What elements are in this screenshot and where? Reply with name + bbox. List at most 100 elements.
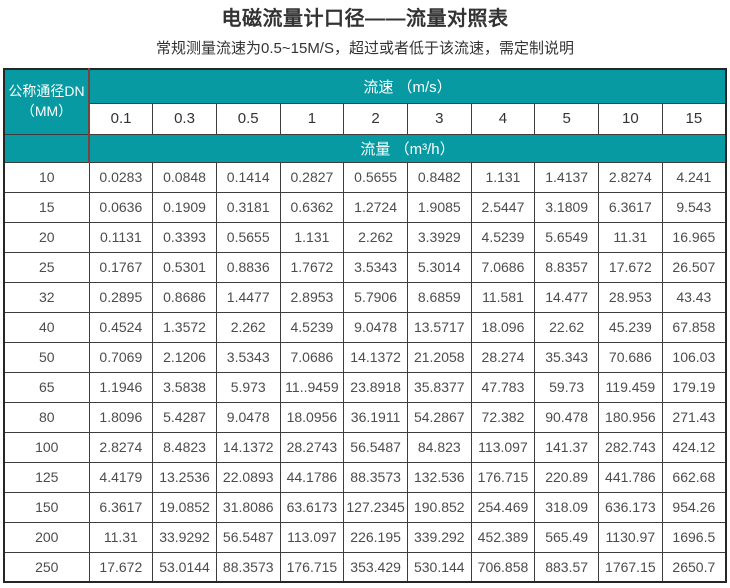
flow-value-cell: 8.4823 (152, 431, 217, 463)
flow-value-cell: 0.2895 (88, 281, 154, 313)
flow-value-cell: 22.62 (534, 311, 599, 343)
flow-value-cell: 1.3572 (152, 311, 217, 343)
flow-value-cell: 0.7069 (88, 341, 154, 373)
dn-cell: 80 (3, 401, 90, 433)
table-row: 65 1.1946 3.5838 5.973 11..9459 23.8918 35.837… (3, 371, 727, 403)
flow-value-cell: 5.6549 (534, 221, 599, 253)
flow-value-cell: 1.4137 (534, 161, 599, 193)
dn-cell: 50 (3, 341, 90, 373)
corner-header-cell: 公称通径DN （MM） (3, 68, 90, 135)
flow-value-cell: 88.3573 (343, 461, 408, 493)
table-row: 150 6.3617 19.0852 31.8086 63.6173 127.2345 19… (3, 491, 727, 523)
flow-value-cell: 0.8686 (152, 281, 217, 313)
flow-value-cell: 23.8918 (343, 371, 408, 403)
header-row-speed-values: 0.1 0.3 0.5 1 2 3 4 5 10 15 (4, 102, 727, 135)
page-subtitle: 常规测量流速为0.5~15M/S，超过或者低于该流速，需定制说明 (156, 40, 574, 57)
flow-value-cell: 0.1131 (88, 221, 154, 253)
flow-value-cell: 7.0686 (279, 341, 345, 373)
flow-value-cell: 282.743 (598, 431, 663, 463)
flow-value-cell: 176.715 (279, 551, 345, 583)
flow-value-cell: 3.5343 (215, 341, 281, 373)
flow-value-cell: 2.262 (343, 221, 408, 253)
flow-value-cell: 220.89 (534, 461, 599, 493)
table-row: 20 0.1131 0.3393 0.5655 1.131 2.262 3.3929 4.52… (3, 221, 727, 253)
flow-value-cell: 0.5655 (343, 161, 408, 193)
flow-value-cell: 4.241 (661, 161, 727, 193)
flow-value-cell: 0.8482 (406, 161, 472, 193)
flow-value-cell: 28.2743 (279, 431, 345, 463)
flow-value-cell: 1.9085 (406, 191, 472, 223)
flow-value-cell: 4.5239 (279, 311, 345, 343)
flow-value-cell: 59.73 (534, 371, 599, 403)
speed-value-cell: 4 (470, 102, 536, 135)
flow-value-cell: 21.2058 (406, 341, 472, 373)
flow-value-cell: 0.1909 (152, 191, 217, 223)
table-row: 80 1.8096 5.4287 9.0478 18.0956 36.1911 54.286… (3, 401, 727, 433)
flow-value-cell: 226.195 (343, 521, 408, 553)
flow-value-cell: 90.478 (534, 401, 599, 433)
flow-value-cell: 113.097 (279, 521, 345, 553)
flow-value-cell: 5.7906 (343, 281, 408, 313)
table-row: 32 0.2895 0.8686 1.4477 2.8953 5.7906 8.6859 11… (3, 281, 727, 313)
dn-cell: 100 (3, 431, 90, 463)
flow-value-cell: 180.956 (598, 401, 663, 433)
flow-value-cell: 127.2345 (343, 491, 408, 523)
flow-value-cell: 14.477 (534, 281, 599, 313)
flow-value-cell: 13.5717 (406, 311, 472, 343)
flow-value-cell: 2.1206 (152, 341, 217, 373)
flow-value-cell: 18.0956 (279, 401, 345, 433)
header-row-speed: 公称通径DN （MM） 流速 （m/s） (3, 68, 727, 135)
flow-value-cell: 132.536 (406, 461, 472, 493)
table-row: 200 11.31 33.9292 56.5487 113.097 226.195 339.… (3, 521, 727, 553)
flow-value-cell: 441.786 (598, 461, 663, 493)
flow-value-cell: 43.43 (661, 281, 727, 313)
table-row: 100 2.8274 8.4823 14.1372 28.2743 56.5487 84.8… (3, 431, 727, 463)
flow-value-cell: 1.8096 (88, 401, 154, 433)
flow-value-cell: 7.0686 (470, 251, 536, 283)
flow-value-cell: 2.8274 (88, 431, 154, 463)
speed-value-cell: 0.5 (215, 102, 281, 135)
flow-value-cell: 72.382 (470, 401, 536, 433)
flow-value-cell: 13.2536 (152, 461, 217, 493)
flow-value-cell: 14.1372 (215, 431, 281, 463)
flow-value-cell: 14.1372 (343, 341, 408, 373)
flow-value-cell: 339.292 (406, 521, 472, 553)
flow-value-cell: 70.686 (598, 341, 663, 373)
flow-value-cell: 11.31 (88, 521, 154, 553)
flow-value-cell: 662.68 (661, 461, 727, 493)
dn-cell: 250 (3, 551, 90, 583)
flow-value-cell: 4.5239 (470, 221, 536, 253)
table-row: 15 0.0636 0.1909 0.3181 0.6362 1.2724 1.9085 2.… (3, 191, 727, 223)
flow-value-cell: 0.5301 (152, 251, 217, 283)
flow-value-cell: 0.0283 (88, 161, 154, 193)
flow-value-cell: 0.3393 (152, 221, 217, 253)
flow-value-cell: 706.858 (470, 551, 536, 583)
flow-value-cell: 47.783 (470, 371, 536, 403)
flow-value-cell: 0.4524 (88, 311, 154, 343)
flow-value-cell: 1130.97 (598, 521, 663, 553)
flow-value-cell: 31.8086 (215, 491, 281, 523)
dn-cell: 10 (3, 161, 90, 193)
speed-value-cell: 5 (534, 102, 599, 135)
flow-value-cell: 44.1786 (279, 461, 345, 493)
flow-value-cell: 3.3929 (406, 221, 472, 253)
flow-value-cell: 11..9459 (279, 371, 345, 403)
speed-value-cell: 3 (406, 102, 472, 135)
table-body: 10 0.0283 0.0848 0.1414 0.2827 0.5655 0.8482 1.… (3, 161, 727, 583)
dn-cell: 150 (3, 491, 90, 523)
flow-value-cell: 28.274 (470, 341, 536, 373)
speed-value-cell: 1 (279, 102, 345, 135)
speed-value-cell: 0.3 (152, 102, 217, 135)
corner-header-line1: 公称通径DN (8, 83, 85, 100)
flow-value-cell: 353.429 (343, 551, 408, 583)
flow-value-cell: 176.715 (470, 461, 536, 493)
flow-value-cell: 6.3617 (88, 491, 154, 523)
flow-value-cell: 45.239 (598, 311, 663, 343)
flow-header-cell: 流量 （m³/h） (88, 133, 727, 163)
table-row: 10 0.0283 0.0848 0.1414 0.2827 0.5655 0.8482 1.… (3, 161, 727, 193)
flow-value-cell: 16.965 (661, 221, 727, 253)
dn-cell: 32 (3, 281, 90, 313)
flow-value-cell: 22.0893 (215, 461, 281, 493)
flow-value-cell: 883.57 (534, 551, 599, 583)
flow-value-cell: 11.31 (598, 221, 663, 253)
